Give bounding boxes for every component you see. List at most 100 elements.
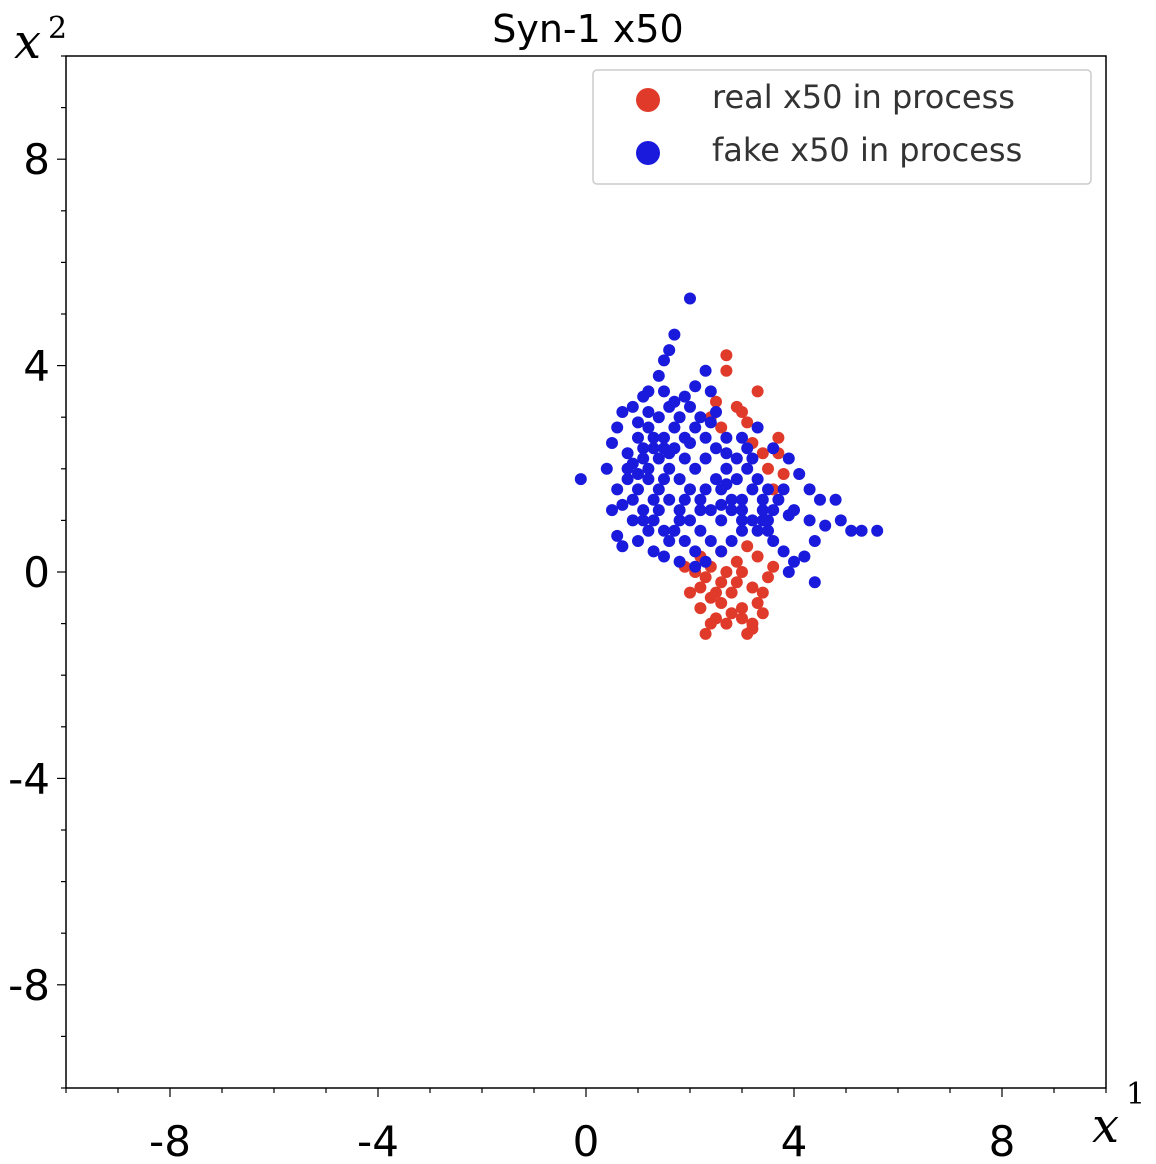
data-point (647, 431, 660, 444)
y-axis-label: x 2 (14, 11, 67, 70)
data-point (715, 421, 728, 434)
data-point (725, 607, 738, 620)
data-point (751, 597, 764, 609)
data-point (632, 468, 644, 480)
data-point (720, 462, 733, 475)
data-point (658, 473, 670, 486)
data-point (632, 416, 644, 429)
data-points (574, 292, 884, 640)
data-point (751, 473, 764, 486)
data-point (663, 462, 676, 475)
data-point (710, 473, 722, 486)
data-point (756, 586, 769, 599)
data-point (720, 349, 733, 362)
y-tick-label: 0 (23, 548, 50, 597)
data-point (658, 442, 670, 455)
data-point (725, 586, 738, 599)
data-point (611, 421, 624, 434)
data-point (652, 483, 665, 496)
data-point (616, 498, 629, 511)
data-point (710, 442, 722, 455)
data-point (621, 473, 634, 486)
data-point (668, 524, 681, 537)
data-point (715, 576, 728, 589)
data-point (730, 473, 743, 486)
data-point (632, 535, 644, 547)
data-point (741, 462, 754, 475)
data-point (600, 462, 613, 475)
data-point (684, 437, 696, 449)
data-point (715, 498, 728, 511)
data-point (814, 493, 826, 506)
data-point (710, 406, 722, 418)
data-point (663, 493, 676, 506)
data-point (736, 514, 748, 527)
axis-ticks: -8 -4 0 4 8 -8 -4 0 4 8 (8, 55, 1107, 1164)
data-point (689, 560, 702, 573)
data-point (658, 524, 670, 537)
data-point (673, 411, 686, 424)
data-point (699, 452, 712, 465)
data-point (715, 514, 728, 527)
data-point (788, 555, 800, 568)
plot-frame (65, 55, 1107, 1089)
x-axis-label-var: x (1092, 1098, 1119, 1154)
data-point (678, 390, 691, 403)
data-point (663, 535, 676, 547)
data-point (673, 504, 686, 517)
data-point (658, 354, 670, 367)
data-point (689, 545, 702, 558)
data-point (637, 504, 650, 517)
data-point (694, 524, 707, 537)
data-point (730, 555, 743, 568)
data-point (694, 504, 707, 517)
data-point (647, 442, 660, 455)
data-point (715, 597, 728, 609)
data-point (736, 504, 748, 517)
data-point (616, 540, 629, 553)
data-point (673, 555, 686, 568)
data-point (808, 576, 821, 589)
legend-marker-real (636, 88, 660, 112)
data-point (730, 576, 743, 589)
chart-title: Syn-1 x50 (492, 7, 684, 51)
data-point (736, 493, 748, 506)
data-point (668, 395, 681, 408)
data-point (652, 504, 665, 517)
data-point (767, 560, 780, 573)
data-point (736, 602, 748, 615)
data-point (663, 344, 676, 357)
data-point (746, 514, 759, 527)
data-point (652, 452, 665, 465)
data-point (762, 483, 774, 496)
data-point (777, 545, 790, 558)
data-point (762, 462, 774, 475)
data-point (694, 581, 707, 594)
data-point (767, 442, 780, 455)
data-point (798, 550, 811, 563)
data-point (751, 524, 764, 537)
data-point (720, 431, 733, 444)
legend-label-fake: fake x50 in process (712, 131, 1022, 169)
data-point (741, 540, 754, 553)
data-point (626, 457, 639, 470)
data-point (803, 483, 816, 496)
data-point (855, 524, 868, 537)
data-point (767, 535, 780, 547)
data-point (704, 504, 717, 517)
data-point (684, 483, 696, 496)
data-point (808, 535, 821, 547)
data-point (699, 483, 712, 496)
data-point (777, 468, 790, 480)
data-point (756, 607, 769, 620)
data-point (710, 586, 722, 599)
legend-marker-fake (636, 141, 660, 165)
data-point (751, 421, 764, 434)
data-point (699, 364, 712, 377)
data-point (782, 452, 795, 465)
data-point (642, 524, 655, 537)
data-point (736, 566, 748, 578)
data-point (637, 442, 650, 455)
data-point (642, 462, 655, 475)
data-point (746, 483, 759, 496)
